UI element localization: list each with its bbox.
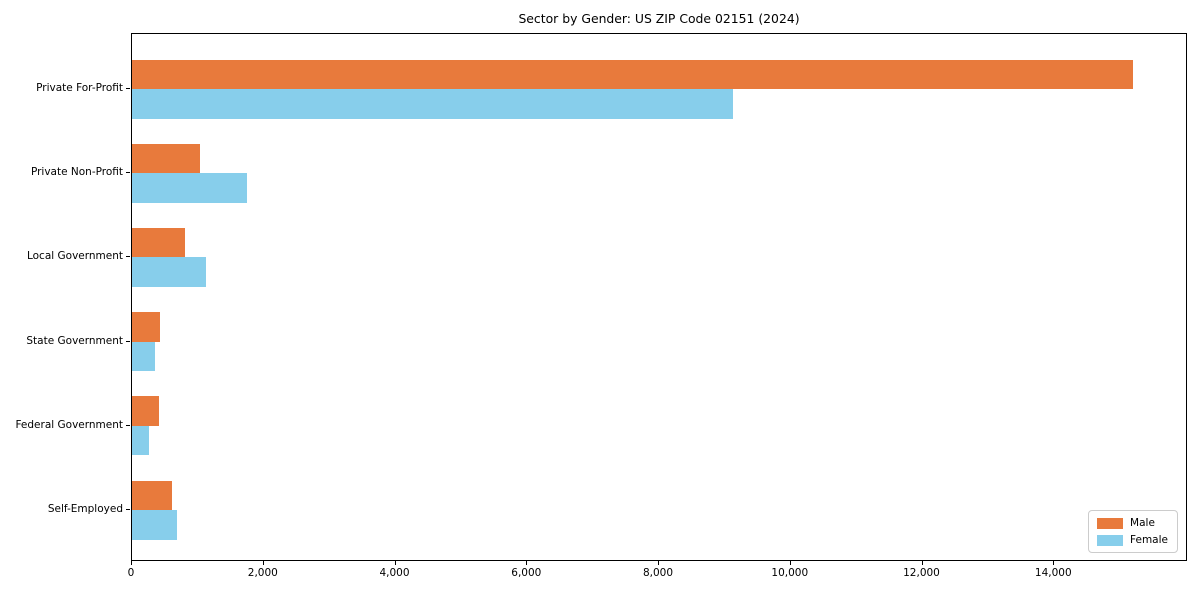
xtick-mark-12000 [921, 561, 923, 565]
ytick-label-local-government: Local Government [26, 250, 123, 263]
xtick-label-8000: 8,000 [642, 567, 674, 579]
xtick-label-6000: 6,000 [511, 567, 542, 579]
bar-male-state-government [132, 312, 160, 342]
xtick-mark-10000 [789, 561, 791, 565]
ytick-mark-self-employed [126, 509, 130, 510]
bar-male-federal-government [132, 396, 159, 426]
xtick-mark-4000 [394, 561, 396, 565]
bar-female-state-government [132, 341, 156, 372]
bar-female-local-government [132, 257, 206, 287]
xtick-mark-8000 [658, 561, 659, 565]
xtick-label-0: 0 [127, 567, 135, 579]
ytick-label-private-for-profit: Private For-Profit [36, 82, 123, 94]
ytick-mark-private-for-profit [126, 88, 130, 89]
ytick-mark-state-government [126, 340, 130, 342]
ytick-mark-private-non-profit [126, 172, 130, 174]
xtick-mark-6000 [526, 561, 528, 565]
legend-swatch-female [1097, 534, 1124, 546]
bar-female-private-for-profit [132, 89, 734, 119]
bar-female-private-non-profit [132, 173, 247, 203]
xtick-label-12000: 12,000 [903, 567, 940, 579]
plot-area: Male Female [131, 33, 1187, 561]
ytick-label-private-non-profit: Private Non-Profit [30, 166, 123, 179]
xtick-label-4000: 4,000 [379, 567, 410, 579]
legend: Male Female [1088, 510, 1178, 553]
ytick-mark-federal-government [126, 424, 130, 426]
xtick-mark-2000 [262, 561, 264, 565]
bar-female-self-employed [132, 510, 177, 540]
xtick-mark-14000 [1053, 561, 1055, 565]
legend-label-female: Female [1130, 534, 1168, 546]
legend-label-male: Male [1130, 517, 1155, 529]
ytick-label-self-employed: Self-Employed [47, 503, 123, 515]
bar-male-private-non-profit [132, 143, 200, 174]
legend-entry-female: Female [1097, 534, 1168, 546]
xtick-label-14000: 14,000 [1034, 567, 1072, 579]
chart-title: Sector by Gender: US ZIP Code 02151 (202… [518, 11, 800, 26]
bar-male-local-government [132, 227, 185, 258]
bar-female-federal-government [132, 425, 150, 456]
legend-entry-male: Male [1097, 517, 1168, 529]
ytick-label-federal-government: Federal Government [15, 418, 123, 431]
legend-swatch-male [1097, 517, 1124, 529]
xtick-label-2000: 2,000 [247, 567, 278, 579]
ytick-label-state-government: State Government [26, 334, 123, 347]
bar-male-private-for-profit [132, 59, 1134, 89]
ytick-mark-local-government [126, 256, 130, 258]
xtick-mark-0 [131, 561, 132, 565]
bar-male-self-employed [132, 480, 172, 510]
xtick-label-10000: 10,000 [771, 567, 809, 579]
